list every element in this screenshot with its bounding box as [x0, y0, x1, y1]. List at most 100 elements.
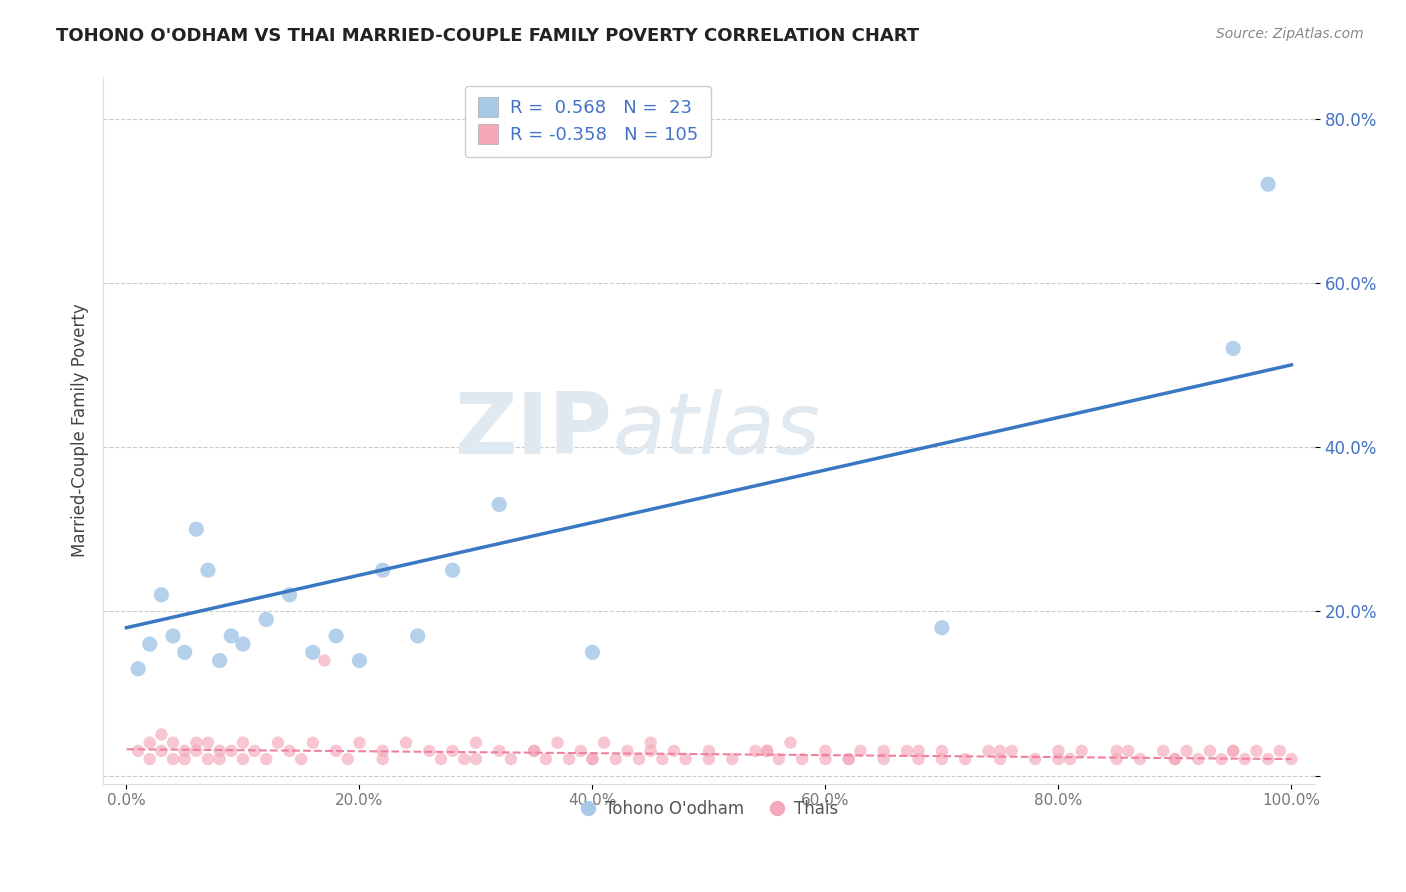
Point [1105, 752, 1128, 766]
Point [569, 744, 592, 758]
Point [186, 522, 208, 536]
Point [697, 744, 720, 758]
Point [640, 744, 662, 758]
Point [278, 744, 301, 758]
Point [721, 752, 744, 766]
Point [675, 752, 697, 766]
Point [814, 752, 837, 766]
Point [254, 752, 277, 766]
Point [232, 752, 254, 766]
Point [208, 744, 231, 758]
Point [488, 498, 510, 512]
Point [814, 744, 837, 758]
Point [325, 744, 347, 758]
Text: atlas: atlas [612, 389, 820, 472]
Point [1047, 744, 1070, 758]
Point [173, 752, 195, 766]
Point [756, 744, 779, 758]
Point [197, 736, 219, 750]
Point [931, 744, 953, 758]
Point [988, 744, 1011, 758]
Point [208, 752, 231, 766]
Point [790, 752, 813, 766]
Point [441, 744, 464, 758]
Point [254, 612, 277, 626]
Point [232, 736, 254, 750]
Point [232, 637, 254, 651]
Point [371, 563, 394, 577]
Point [534, 752, 557, 766]
Point [523, 744, 546, 758]
Point [768, 752, 790, 766]
Point [488, 744, 510, 758]
Point [977, 744, 1000, 758]
Point [873, 744, 896, 758]
Point [395, 736, 418, 750]
Point [464, 752, 486, 766]
Point [1281, 752, 1303, 766]
Point [325, 629, 347, 643]
Point [1164, 752, 1187, 766]
Point [197, 752, 219, 766]
Point [662, 744, 685, 758]
Point [697, 752, 720, 766]
Point [441, 563, 464, 577]
Point [418, 744, 440, 758]
Point [336, 752, 359, 766]
Point [150, 727, 173, 741]
Point [873, 752, 896, 766]
Point [1222, 342, 1244, 356]
Point [1024, 752, 1046, 766]
Point [1199, 744, 1222, 758]
Point [138, 637, 160, 651]
Text: Source: ZipAtlas.com: Source: ZipAtlas.com [1216, 27, 1364, 41]
Point [523, 744, 546, 758]
Point [127, 662, 149, 676]
Point [290, 752, 312, 766]
Point [162, 752, 184, 766]
Point [186, 744, 208, 758]
Point [1059, 752, 1081, 766]
Y-axis label: Married-Couple Family Poverty: Married-Couple Family Poverty [72, 303, 89, 558]
Point [1175, 744, 1198, 758]
Point [1268, 744, 1291, 758]
Point [127, 744, 149, 758]
Point [988, 752, 1011, 766]
Point [219, 744, 242, 758]
Point [1118, 744, 1140, 758]
Point [1233, 752, 1256, 766]
Point [1222, 744, 1244, 758]
Point [907, 744, 929, 758]
Point [349, 736, 371, 750]
Point [150, 588, 173, 602]
Point [838, 752, 860, 766]
Point [349, 654, 371, 668]
Point [301, 645, 323, 659]
Point [1047, 752, 1070, 766]
Point [1222, 744, 1244, 758]
Point [208, 654, 231, 668]
Legend: Tohono O'odham, Thais: Tohono O'odham, Thais [574, 794, 845, 825]
Point [640, 736, 662, 750]
Point [162, 629, 184, 643]
Point [605, 752, 627, 766]
Text: TOHONO O'ODHAM VS THAI MARRIED-COUPLE FAMILY POVERTY CORRELATION CHART: TOHONO O'ODHAM VS THAI MARRIED-COUPLE FA… [56, 27, 920, 45]
Point [1246, 744, 1268, 758]
Point [756, 744, 779, 758]
Point [651, 752, 673, 766]
Point [464, 736, 486, 750]
Point [301, 736, 323, 750]
Point [219, 629, 242, 643]
Point [197, 563, 219, 577]
Point [1152, 744, 1174, 758]
Point [1257, 752, 1279, 766]
Point [1129, 752, 1152, 766]
Point [243, 744, 266, 758]
Point [150, 744, 173, 758]
Point [616, 744, 638, 758]
Point [1105, 744, 1128, 758]
Point [173, 744, 195, 758]
Point [267, 736, 290, 750]
Point [838, 752, 860, 766]
Point [406, 629, 429, 643]
